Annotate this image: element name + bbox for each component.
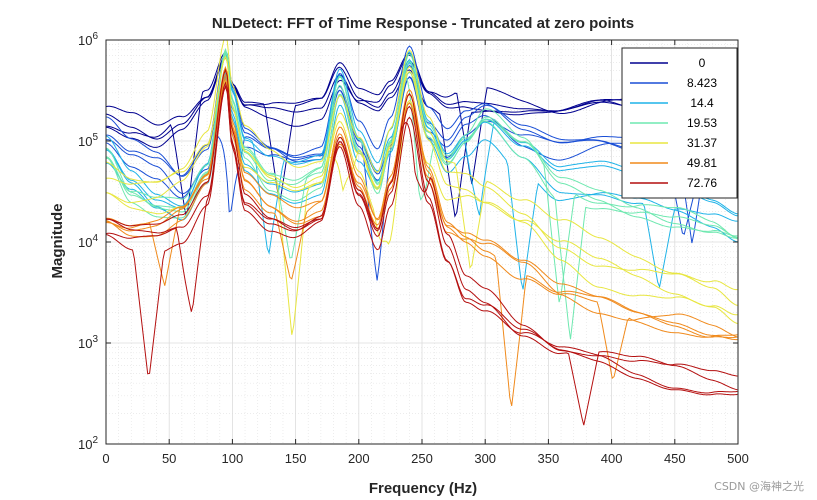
series-line-31-37 [106, 55, 738, 335]
y-axis-label: Magnitude [49, 204, 66, 279]
x-tick-label: 200 [348, 451, 370, 466]
chart-title: NLDetect: FFT of Time Response - Truncat… [212, 15, 634, 32]
x-axis: 0 50 100 150 200 250 300 350 400 450 500 [102, 40, 749, 466]
x-tick-label: 150 [285, 451, 307, 466]
x-tick-label: 100 [222, 451, 244, 466]
legend-label: 14.4 [690, 96, 714, 110]
legend-label: 31.37 [687, 136, 717, 150]
y-tick-label: 105 [78, 132, 98, 149]
legend-label: 8.423 [687, 76, 717, 90]
x-tick-label: 400 [601, 451, 623, 466]
series-line-72-76 [106, 85, 738, 394]
y-tick-label: 102 [78, 435, 98, 452]
x-tick-label: 250 [411, 451, 433, 466]
x-tick-label: 300 [474, 451, 496, 466]
y-tick-label: 104 [78, 233, 98, 250]
series-line-31-37 [106, 40, 738, 291]
legend-label: 72.76 [687, 176, 717, 190]
x-tick-label: 50 [162, 451, 176, 466]
x-tick-label: 350 [538, 451, 560, 466]
watermark-text: CSDN @海神之光 [714, 479, 804, 493]
y-axis: 102 103 104 105 106 [78, 31, 738, 452]
x-tick-label: 500 [727, 451, 749, 466]
x-axis-label: Frequency (Hz) [369, 480, 477, 497]
series-line-72-76 [106, 84, 738, 396]
x-tick-label: 450 [664, 451, 686, 466]
legend-label: 19.53 [687, 116, 717, 130]
series-line-72-76 [106, 68, 738, 377]
legend-label: 0 [699, 56, 706, 70]
y-tick-label: 103 [78, 334, 98, 351]
x-tick-label: 0 [102, 451, 109, 466]
legend: 0 8.423 14.4 19.53 31.37 49.81 72.76 [621, 47, 738, 199]
y-tick-label: 106 [78, 31, 98, 48]
legend-label: 49.81 [687, 156, 717, 170]
